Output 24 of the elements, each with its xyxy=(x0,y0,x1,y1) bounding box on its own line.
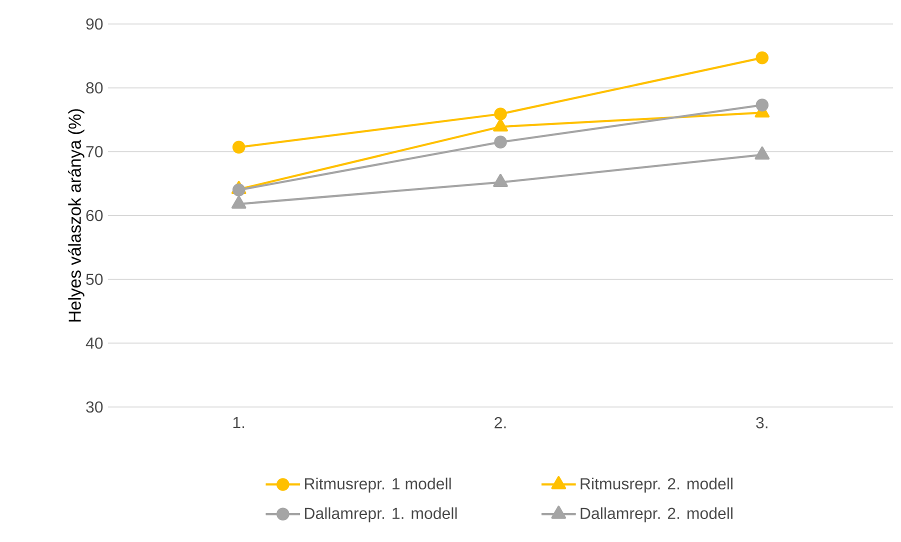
y-tick-label: 30 xyxy=(86,401,103,413)
y-axis-title: Helyes válaszok aránya (%) xyxy=(68,109,84,322)
legend-label: Ritmusrepr. 2. modell xyxy=(580,478,732,493)
legend-label: Dallamrepr. 1. modell xyxy=(305,507,457,522)
point xyxy=(494,136,507,148)
point xyxy=(756,98,769,112)
point xyxy=(756,51,769,64)
point xyxy=(231,196,246,209)
y-tick-label: 60 xyxy=(86,210,103,222)
y-tick-label: 80 xyxy=(86,82,103,94)
x-tick-label: 3. xyxy=(756,417,768,428)
legend-label: Ritmusrepr. 1 modell xyxy=(305,478,451,493)
point xyxy=(754,146,770,160)
y-tick-label: 40 xyxy=(86,337,103,349)
point xyxy=(232,140,246,154)
y-tick-label: 90 xyxy=(86,18,103,30)
y-tick-label: 70 xyxy=(86,146,103,158)
x-tick-label: 1. xyxy=(233,417,244,428)
x-tick-label: 2. xyxy=(494,417,506,428)
y-tick-label: 50 xyxy=(86,274,103,285)
point xyxy=(494,108,507,120)
point xyxy=(493,174,508,188)
legend-label: Dallamrepr. 2. modell xyxy=(580,507,732,522)
point xyxy=(493,118,508,132)
